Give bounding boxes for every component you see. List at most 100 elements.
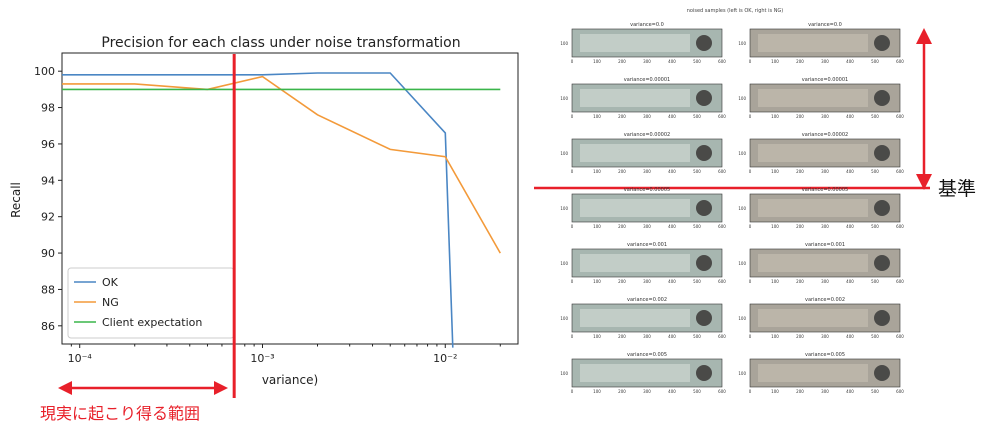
sample-x-tick: 200 — [618, 224, 626, 229]
sample-x-tick: 500 — [871, 334, 879, 339]
sample-x-tick: 200 — [618, 389, 626, 394]
sample-x-tick: 400 — [846, 114, 854, 119]
sample-caption: variance=0.00005 — [624, 187, 670, 193]
sample-x-tick: 100 — [593, 169, 601, 174]
sample-x-tick: 0 — [749, 59, 752, 64]
x-axis-label: variance) — [262, 373, 318, 387]
sample-x-tick: 300 — [643, 334, 651, 339]
sample-ok-thumbnail: variance=0.00005 100 0 100 200 300 400 500 600 — [560, 187, 726, 229]
baseline-arrow-head-top — [916, 28, 932, 44]
baseline-label: 基準 — [938, 178, 977, 200]
sample-x-tick: 400 — [668, 59, 676, 64]
chart-title: Precision for each class under noise tra… — [101, 35, 460, 51]
sample-caption: variance=0.0 — [808, 22, 842, 28]
sample-caption: variance=0.00001 — [802, 77, 848, 83]
sample-x-tick: 600 — [718, 114, 726, 119]
series-lines — [62, 72, 501, 348]
series-line-ng — [62, 75, 501, 254]
sample-object — [758, 34, 868, 52]
sample-x-tick: 200 — [796, 169, 804, 174]
sample-x-tick: 600 — [718, 224, 726, 229]
sample-x-tick: 500 — [693, 224, 701, 229]
sample-x-tick: 0 — [571, 389, 574, 394]
sample-ng-thumbnail: variance=0.002 100 0 100 200 300 400 500 600 — [738, 297, 904, 339]
sample-x-tick: 500 — [871, 224, 879, 229]
sample-x-tick: 100 — [771, 169, 779, 174]
sample-y-tick: 100 — [738, 371, 746, 376]
sample-x-tick: 400 — [668, 114, 676, 119]
sample-dark-spot — [696, 365, 712, 381]
sample-x-tick: 500 — [693, 59, 701, 64]
sample-object — [758, 199, 868, 217]
legend-label: NG — [102, 296, 119, 309]
range-arrow-head-left — [58, 381, 72, 395]
sample-ng-thumbnail: variance=0.005 100 0 100 200 300 400 500 600 — [738, 352, 904, 394]
sample-x-tick: 600 — [896, 224, 904, 229]
sample-object — [580, 309, 690, 327]
sample-ok-thumbnail: variance=0.002 100 0 100 200 300 400 500 600 — [560, 297, 726, 339]
sample-y-tick: 100 — [560, 261, 568, 266]
samples-title: noised samples (left is OK, right is NG) — [687, 8, 784, 14]
sample-caption: variance=0.002 — [805, 297, 845, 303]
sample-x-tick: 500 — [871, 114, 879, 119]
sample-x-tick: 100 — [771, 224, 779, 229]
y-tick-label: 94 — [41, 174, 55, 187]
sample-x-tick: 400 — [846, 169, 854, 174]
sample-x-tick: 200 — [618, 59, 626, 64]
sample-x-tick: 300 — [643, 114, 651, 119]
sample-dark-spot — [696, 255, 712, 271]
x-tick-label: 10⁻³ — [250, 352, 274, 365]
sample-x-tick: 400 — [668, 224, 676, 229]
sample-x-tick: 600 — [896, 389, 904, 394]
sample-caption: variance=0.00005 — [802, 187, 848, 193]
sample-dark-spot — [874, 365, 890, 381]
sample-ok-thumbnail: variance=0.005 100 0 100 200 300 400 500 600 — [560, 352, 726, 394]
sample-x-tick: 100 — [771, 279, 779, 284]
sample-x-tick: 400 — [668, 279, 676, 284]
sample-ng-thumbnail: variance=0.001 100 0 100 200 300 400 500 600 — [738, 242, 904, 284]
sample-x-tick: 500 — [871, 169, 879, 174]
sample-dark-spot — [696, 35, 712, 51]
sample-x-tick: 200 — [796, 279, 804, 284]
sample-x-tick: 200 — [618, 279, 626, 284]
sample-x-tick: 300 — [643, 224, 651, 229]
sample-x-tick: 200 — [796, 224, 804, 229]
sample-y-tick: 100 — [560, 206, 568, 211]
sample-x-tick: 100 — [593, 389, 601, 394]
sample-ok-thumbnail: variance=0.00002 100 0 100 200 300 400 500 600 — [560, 132, 726, 174]
sample-x-tick: 100 — [593, 279, 601, 284]
sample-ok-thumbnail: variance=0.001 100 0 100 200 300 400 500 600 — [560, 242, 726, 284]
sample-x-tick: 400 — [668, 169, 676, 174]
sample-x-tick: 100 — [771, 114, 779, 119]
sample-x-tick: 300 — [821, 114, 829, 119]
sample-ng-thumbnail: variance=0.00005 100 0 100 200 300 400 500 600 — [738, 187, 904, 229]
sample-x-tick: 600 — [718, 279, 726, 284]
x-tick-label: 10⁻² — [433, 352, 457, 365]
legend-label: OK — [102, 276, 119, 289]
sample-x-tick: 300 — [821, 169, 829, 174]
sample-y-tick: 100 — [738, 206, 746, 211]
sample-x-tick: 200 — [796, 114, 804, 119]
sample-x-tick: 600 — [718, 59, 726, 64]
sample-y-tick: 100 — [560, 316, 568, 321]
sample-x-tick: 0 — [749, 224, 752, 229]
annotations — [58, 28, 932, 398]
sample-y-tick: 100 — [738, 41, 746, 46]
sample-x-tick: 0 — [571, 334, 574, 339]
sample-x-tick: 500 — [693, 334, 701, 339]
sample-x-tick: 0 — [571, 224, 574, 229]
baseline-arrow-head-bottom — [916, 174, 932, 190]
sample-x-tick: 100 — [771, 59, 779, 64]
sample-dark-spot — [696, 90, 712, 106]
sample-object — [758, 364, 868, 382]
sample-x-tick: 300 — [821, 279, 829, 284]
sample-ng-thumbnail: variance=0.00002 100 0 100 200 300 400 500 600 — [738, 132, 904, 174]
sample-x-tick: 200 — [796, 334, 804, 339]
sample-x-tick: 200 — [618, 169, 626, 174]
sample-caption: variance=0.00001 — [624, 77, 670, 83]
sample-x-tick: 600 — [896, 59, 904, 64]
sample-x-tick: 400 — [846, 389, 854, 394]
sample-y-tick: 100 — [560, 41, 568, 46]
sample-x-tick: 0 — [749, 279, 752, 284]
